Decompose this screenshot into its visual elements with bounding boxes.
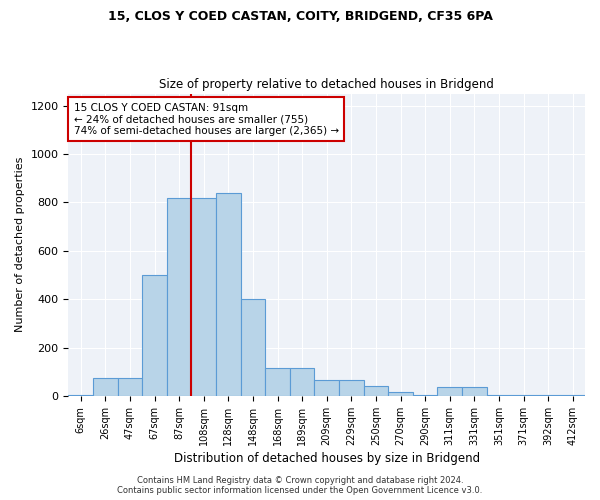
- Bar: [511, 394, 536, 396]
- Bar: [241, 299, 265, 396]
- Bar: [191, 198, 216, 396]
- Text: 15, CLOS Y COED CASTAN, COITY, BRIDGEND, CF35 6PA: 15, CLOS Y COED CASTAN, COITY, BRIDGEND,…: [107, 10, 493, 23]
- Bar: [536, 394, 560, 396]
- Bar: [93, 378, 118, 396]
- Bar: [339, 380, 364, 396]
- Bar: [388, 392, 413, 396]
- Bar: [413, 394, 437, 396]
- Text: Contains HM Land Registry data © Crown copyright and database right 2024.
Contai: Contains HM Land Registry data © Crown c…: [118, 476, 482, 495]
- Bar: [142, 275, 167, 396]
- Bar: [560, 394, 585, 396]
- Bar: [265, 368, 290, 396]
- X-axis label: Distribution of detached houses by size in Bridgend: Distribution of detached houses by size …: [173, 452, 480, 465]
- Bar: [487, 394, 511, 396]
- Bar: [364, 386, 388, 396]
- Bar: [167, 198, 191, 396]
- Bar: [462, 388, 487, 396]
- Bar: [437, 388, 462, 396]
- Bar: [314, 380, 339, 396]
- Title: Size of property relative to detached houses in Bridgend: Size of property relative to detached ho…: [159, 78, 494, 91]
- Bar: [118, 378, 142, 396]
- Bar: [290, 368, 314, 396]
- Bar: [216, 192, 241, 396]
- Bar: [68, 394, 93, 396]
- Y-axis label: Number of detached properties: Number of detached properties: [15, 157, 25, 332]
- Text: 15 CLOS Y COED CASTAN: 91sqm
← 24% of detached houses are smaller (755)
74% of s: 15 CLOS Y COED CASTAN: 91sqm ← 24% of de…: [74, 102, 338, 136]
